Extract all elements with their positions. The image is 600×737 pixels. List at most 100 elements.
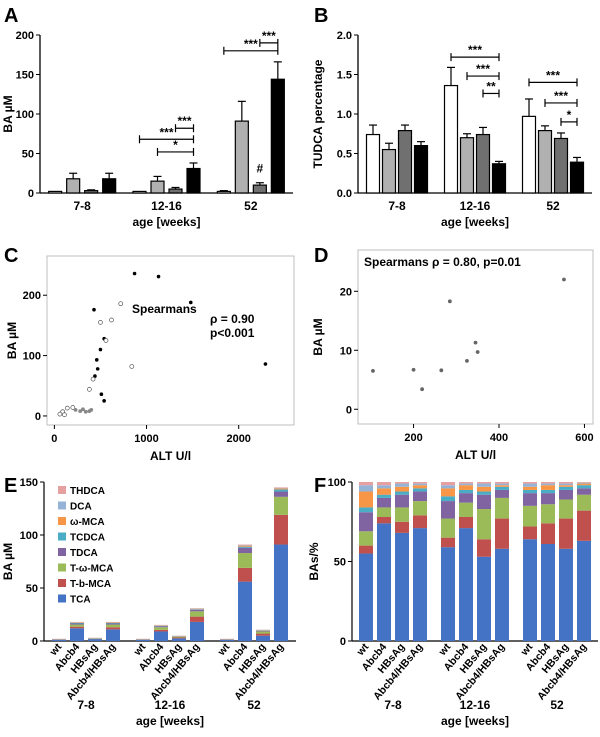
y-tick-label: 50 (334, 557, 346, 569)
stack-segment (172, 637, 186, 639)
rho-value: ρ = 0.90 (210, 312, 255, 326)
stack-segment (459, 489, 473, 494)
panel-e-stacked-bar-chart: 050100150wtAbcb4HBsAgAbcb4/HBsAg7-8wtAbc… (1, 477, 296, 728)
stack-segment (154, 631, 168, 641)
stack-segment (413, 488, 427, 492)
stack-segment (441, 496, 455, 502)
bar-abcb4-hbsag (186, 167, 201, 194)
panel-label-b: B (314, 5, 328, 27)
group-label: 12-16 (460, 199, 491, 213)
stack-segment (256, 633, 270, 636)
stack-segment (441, 501, 455, 519)
stack-segment (256, 635, 270, 641)
stack-segment (359, 553, 373, 641)
y-axis-title: BA µM (5, 322, 19, 359)
stack-segment (274, 487, 288, 488)
data-point (562, 277, 566, 282)
stack-segment (190, 621, 204, 641)
stack-segment (541, 544, 555, 641)
stack-segment (559, 486, 573, 490)
stack-segment (395, 494, 409, 508)
data-point-open (109, 317, 114, 323)
data-point-open (98, 320, 103, 325)
data-point-filled (99, 392, 104, 397)
stack-segment (238, 581, 252, 641)
data-point-grey (78, 409, 83, 414)
stack-segment (395, 521, 409, 533)
data-point-open (64, 405, 70, 411)
panel-f-stacked-percent-chart: 050100wtAbcb4HBsAgAbcb4/HBsAg7-8wtAbcb4H… (307, 477, 598, 728)
spearman-label: Spearmans (132, 302, 197, 316)
stack-segment (359, 531, 373, 546)
legend-label: TCDCA (70, 533, 105, 544)
stack-segment (220, 639, 234, 641)
data-point (371, 369, 375, 373)
data-point-filled (94, 358, 99, 362)
stack-segment (577, 540, 591, 641)
panel-b-bar-chart: 0.0 0.5 1.0 1.5 2.0 7-8 12-16 52 age [weeks] TUDC… (311, 30, 592, 229)
stack-segment (238, 545, 252, 547)
significance-label: *** (177, 114, 191, 128)
stack-segment (238, 546, 252, 548)
y-tick-label: 0.0 (337, 188, 352, 200)
stack-segment (523, 505, 537, 527)
bar-abcb4 (66, 178, 81, 194)
stack-segment (256, 631, 270, 634)
stack-segment (154, 629, 168, 632)
bar-wt (48, 190, 63, 194)
stack-segment (541, 523, 555, 545)
bar-hbsag (168, 188, 183, 194)
stack-segment (172, 638, 186, 641)
stack-segment (274, 491, 288, 497)
bar-abcb4-hbsag (569, 161, 585, 194)
bar-wt (521, 115, 537, 194)
data-point (473, 340, 478, 345)
stack-segment (106, 627, 120, 630)
bar-wt (216, 190, 231, 194)
bar-hbsag (475, 133, 491, 194)
x-tick-label: 400 (490, 432, 508, 444)
y-tick-label: 50 (26, 583, 38, 595)
bar-hbsag (553, 137, 569, 194)
data-point-filled (98, 347, 103, 352)
panel-d-scatter-chart: 200 400 600 0 10 20 ALT U/l BA µM Spearmans ρ = … (311, 249, 594, 462)
y-tick-label: 0 (32, 636, 38, 648)
stack-segment (459, 485, 473, 490)
stack-segment (359, 545, 373, 554)
data-point (411, 367, 416, 372)
stack-segment (577, 482, 591, 484)
stack-segment (523, 489, 537, 494)
stack-segment (359, 512, 373, 532)
y-tick-label: 0 (346, 404, 352, 416)
stack-segment (577, 494, 591, 511)
stack-segment (377, 485, 391, 489)
stack-segment (523, 483, 537, 487)
stack-segment (172, 636, 186, 638)
stack-segment (413, 482, 427, 484)
stack-segment (274, 488, 288, 490)
stack-segment (495, 548, 509, 641)
bar-abcb4-hbsag (270, 78, 285, 194)
stack-segment (377, 523, 391, 641)
stack-segment (541, 485, 555, 490)
stack-segment (523, 526, 537, 540)
data-point (447, 299, 452, 304)
data-point-filled (156, 274, 161, 279)
data-point (420, 387, 424, 392)
stack-segment (477, 491, 491, 495)
y-tick-label: 100 (20, 530, 38, 542)
stack-segment (559, 482, 573, 484)
data-point-open (62, 412, 67, 418)
group-label: 7-8 (384, 698, 402, 712)
stack-segment (238, 547, 252, 554)
y-tick-label: 0 (35, 411, 41, 423)
stack-segment (477, 483, 491, 487)
stack-segment (441, 485, 455, 489)
bar-abcb4 (537, 129, 553, 194)
stack-segment (477, 494, 491, 510)
legend-label: TCA (70, 595, 91, 606)
stack-segment (190, 611, 204, 617)
spearman-annotation: Spearmans ρ = 0.80, p=0.01 (364, 255, 521, 269)
stack-segment (88, 639, 102, 641)
